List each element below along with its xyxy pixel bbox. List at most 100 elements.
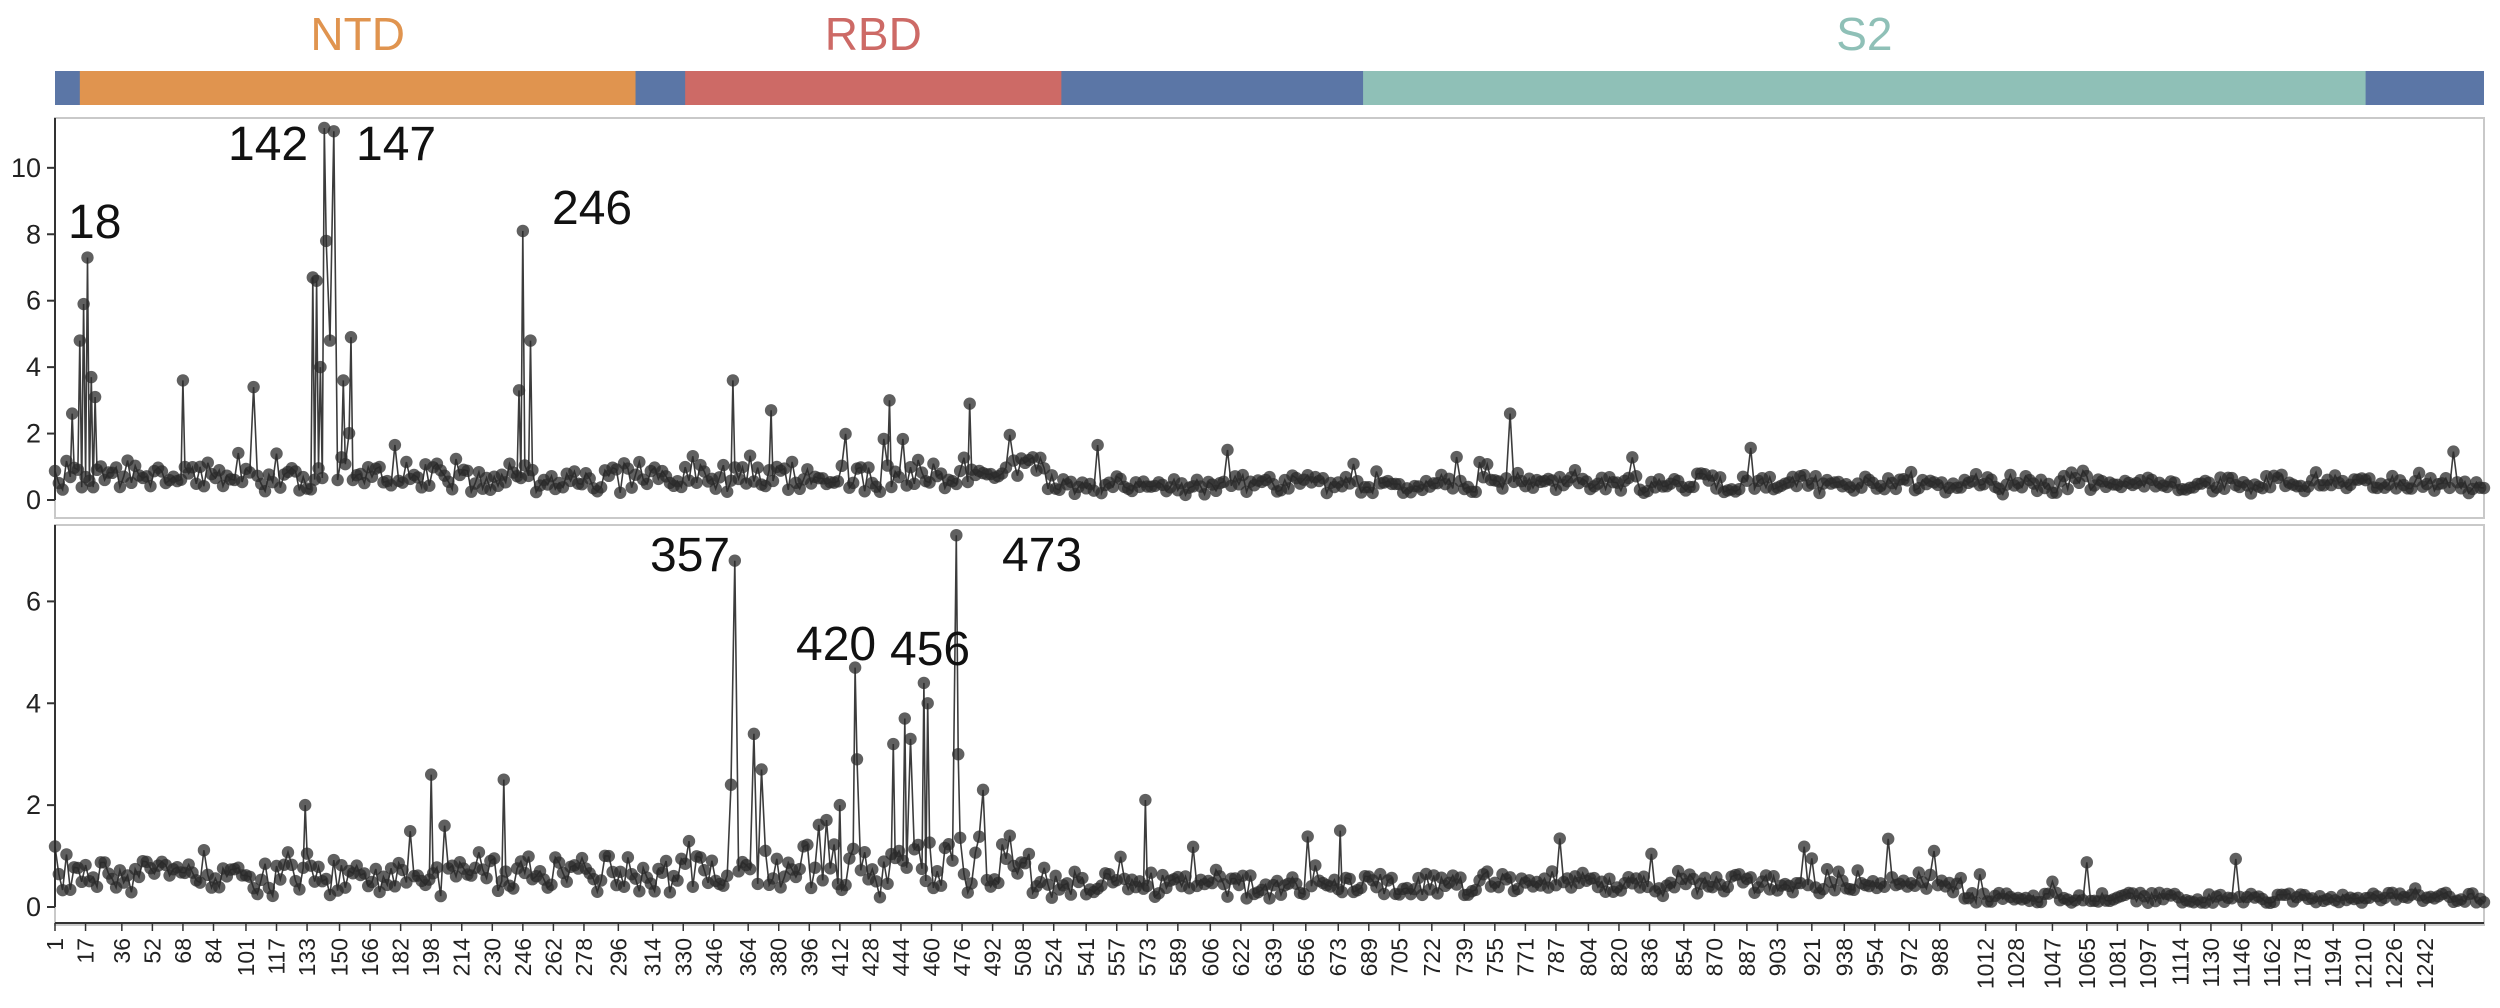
data-point [887, 737, 900, 751]
data-point [86, 871, 100, 884]
x-tick-label: 1028 [2003, 938, 2029, 989]
y-axis-top: 0 2 4 6 8 10 [11, 118, 56, 515]
data-point [1309, 859, 1322, 872]
data-point [396, 863, 409, 877]
x-tick-label: 689 [1356, 938, 1382, 976]
data-point [917, 676, 931, 690]
x-tick-label: 1065 [2074, 938, 2100, 989]
data-point [516, 224, 530, 238]
x-tick-label: 508 [1010, 938, 1036, 976]
data-point [1996, 488, 2009, 501]
data-point [197, 479, 211, 493]
data-point [743, 862, 757, 876]
data-point [2061, 482, 2074, 496]
data-point [113, 480, 127, 494]
data-point [1297, 887, 1311, 901]
x-tick-label: 182 [388, 938, 414, 976]
domain-segment-s2 [1363, 71, 2366, 105]
data-point [176, 374, 190, 387]
data-point [403, 824, 417, 838]
x-tick-label: 639 [1260, 938, 1286, 976]
data-point [2229, 852, 2242, 866]
data-point [285, 858, 298, 872]
data-point [2080, 856, 2094, 869]
data-point [883, 394, 896, 407]
data-point [411, 471, 425, 484]
x-tick-label: 492 [980, 938, 1006, 976]
data-point [499, 865, 512, 878]
data-point [1106, 480, 1120, 494]
data-point [881, 877, 894, 890]
data-point [1045, 469, 1059, 482]
data-point [1691, 887, 1704, 900]
data-point [1011, 469, 1024, 482]
data-point [1064, 888, 1078, 901]
data-point [1446, 482, 1460, 495]
data-point [1767, 870, 1780, 883]
data-point [678, 460, 692, 474]
data-point [2263, 480, 2277, 494]
data-point [973, 830, 986, 843]
x-tick-label: 887 [1734, 938, 1760, 976]
data-point [1637, 870, 1650, 883]
data-point [904, 732, 917, 746]
peak-label-357: 357 [650, 529, 730, 582]
data-point [77, 297, 90, 311]
data-point [1820, 863, 1834, 876]
x-tick-label: 771 [1512, 938, 1538, 976]
data-point [892, 844, 906, 858]
x-tick-label: 364 [735, 938, 761, 977]
data-point [1568, 463, 1582, 477]
data-point [594, 874, 608, 887]
data-point [1003, 829, 1016, 842]
data-point [1927, 844, 1941, 858]
x-tick-label: 755 [1482, 938, 1508, 976]
data-point [85, 370, 98, 384]
data-point [337, 374, 350, 387]
x-tick-label: 854 [1671, 938, 1697, 977]
data-point [847, 842, 860, 856]
data-point [193, 876, 207, 889]
data-point [833, 798, 847, 812]
data-point [793, 862, 806, 876]
data-point [648, 885, 661, 898]
data-point [2412, 466, 2426, 480]
data-point [831, 475, 845, 488]
data-point [1328, 873, 1341, 887]
data-point [1878, 880, 1891, 893]
data-point [1744, 441, 1757, 455]
data-point [1503, 871, 1517, 884]
data-point [751, 461, 764, 474]
x-tick-label: 230 [479, 938, 505, 976]
data-point [1603, 872, 1616, 886]
data-point [1924, 868, 1937, 882]
data-point [48, 464, 62, 478]
y-tick-label: 10 [11, 153, 41, 183]
y-tick-label: 0 [26, 892, 41, 922]
data-point [1740, 474, 1754, 487]
data-point [81, 251, 94, 264]
x-tick-label: 198 [418, 938, 444, 976]
data-point [827, 838, 841, 851]
data-point [877, 855, 890, 868]
data-point [1882, 832, 1895, 846]
x-tick-label: 1226 [2381, 938, 2407, 989]
data-point [2447, 445, 2460, 458]
data-point [1335, 885, 1349, 899]
data-point [625, 481, 638, 494]
x-tick-label: 278 [571, 938, 597, 976]
data-point [575, 851, 589, 865]
x-tick-label: 101 [233, 938, 259, 976]
y-tick-label: 4 [26, 688, 41, 718]
x-tick-label: 314 [640, 938, 666, 977]
data-point [197, 843, 211, 857]
x-tick-label: 656 [1293, 938, 1319, 976]
x-tick-label: 68 [170, 938, 196, 964]
data-point [801, 838, 814, 851]
data-point [862, 461, 875, 474]
x-tick-label: 1097 [2135, 938, 2161, 989]
data-point [927, 457, 940, 470]
data-point [304, 483, 318, 496]
data-point [755, 763, 768, 776]
data-point [1797, 840, 1811, 853]
